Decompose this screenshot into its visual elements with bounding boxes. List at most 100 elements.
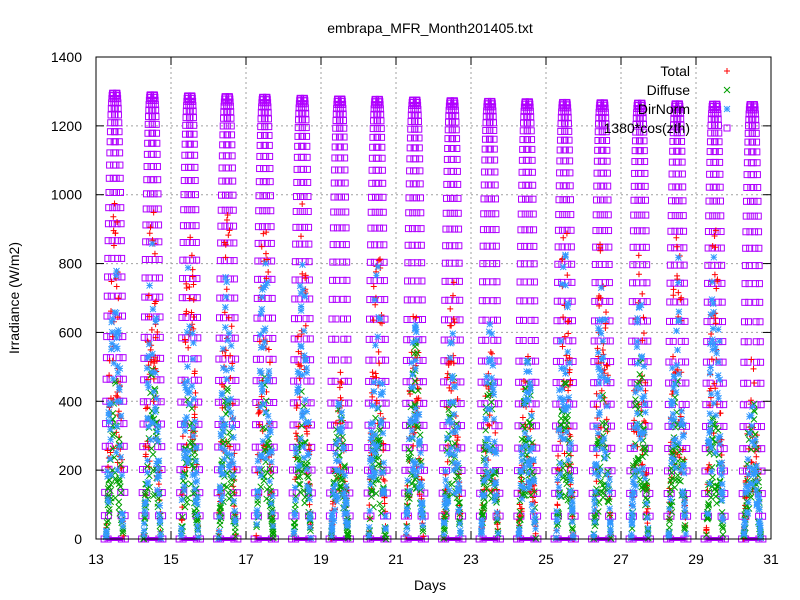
clear-sky-point xyxy=(590,358,598,366)
data-point xyxy=(298,422,306,429)
clear-sky-point xyxy=(214,398,222,406)
clear-sky-point xyxy=(268,275,276,283)
clear-sky-point xyxy=(601,104,609,112)
data-point xyxy=(267,472,275,480)
data-point xyxy=(488,398,495,406)
clear-sky-point xyxy=(266,399,274,407)
data-point xyxy=(707,385,714,392)
data-point xyxy=(556,470,564,478)
clear-sky-point xyxy=(749,159,757,167)
clear-sky-point xyxy=(603,137,611,145)
data-point xyxy=(519,414,526,421)
clear-sky-point xyxy=(641,182,649,190)
data-point xyxy=(106,372,113,379)
data-point xyxy=(449,375,456,383)
clear-sky-point xyxy=(558,243,566,251)
data-point xyxy=(410,313,417,320)
clear-sky-point xyxy=(488,242,496,250)
clear-sky-point xyxy=(564,104,572,112)
clear-sky-point xyxy=(523,113,531,121)
data-point xyxy=(191,414,198,421)
clear-sky-point xyxy=(752,298,760,306)
clear-sky-point xyxy=(442,209,450,217)
clear-sky-point xyxy=(481,145,489,153)
clear-sky-point xyxy=(417,209,425,217)
data-point xyxy=(532,535,540,542)
data-point xyxy=(595,379,603,387)
clear-sky-point xyxy=(193,275,201,283)
data-point xyxy=(224,408,232,415)
clear-sky-point xyxy=(639,279,647,287)
clear-sky-point xyxy=(601,108,609,116)
clear-sky-point xyxy=(486,135,494,143)
clear-sky-point xyxy=(263,223,271,231)
clear-sky-point xyxy=(332,315,340,323)
clear-sky-point xyxy=(525,210,533,218)
data-point xyxy=(268,506,276,514)
clear-sky-point xyxy=(299,153,307,161)
clear-sky-point xyxy=(415,125,423,133)
data-point xyxy=(222,366,230,374)
data-point xyxy=(103,527,110,535)
data-point xyxy=(524,353,531,360)
data-point xyxy=(442,504,450,512)
clear-sky-point xyxy=(411,144,419,152)
clear-sky-point xyxy=(753,423,761,431)
clear-sky-point xyxy=(329,241,337,249)
data-point xyxy=(483,373,490,380)
data-point xyxy=(291,484,299,491)
data-point xyxy=(263,433,271,441)
data-point xyxy=(184,264,192,272)
clear-sky-point xyxy=(231,334,239,342)
clear-sky-point xyxy=(564,108,572,116)
clear-sky-point xyxy=(340,356,348,364)
clear-sky-point xyxy=(332,124,340,132)
data-point xyxy=(478,508,486,516)
data-point xyxy=(403,510,411,518)
data-point xyxy=(557,337,565,345)
clear-sky-point xyxy=(600,211,608,219)
clear-sky-point xyxy=(518,195,526,203)
clear-sky-point xyxy=(343,295,351,303)
data-point xyxy=(106,506,113,513)
clear-sky-point xyxy=(260,103,268,111)
clear-sky-point xyxy=(495,422,503,430)
data-point xyxy=(490,391,498,398)
clear-sky-point xyxy=(452,118,460,126)
data-point xyxy=(226,227,233,234)
clear-sky-point xyxy=(367,224,375,232)
clear-sky-point xyxy=(419,356,427,364)
clear-sky-point xyxy=(526,107,534,115)
clear-sky-point xyxy=(477,422,485,430)
data-point xyxy=(593,390,600,397)
clear-sky-point xyxy=(300,193,308,201)
data-point xyxy=(292,496,299,504)
data-point xyxy=(104,447,111,454)
clear-sky-point xyxy=(740,358,748,366)
data-point xyxy=(297,303,305,310)
clear-sky-point xyxy=(681,337,689,345)
clear-sky-point xyxy=(412,180,420,188)
clear-sky-point xyxy=(290,377,298,385)
clear-sky-point xyxy=(262,165,270,173)
clear-sky-point xyxy=(110,95,118,103)
clear-sky-point xyxy=(642,243,650,251)
clear-sky-point xyxy=(481,135,489,143)
data-point xyxy=(365,531,373,538)
data-point xyxy=(113,345,121,353)
clear-sky-point xyxy=(328,315,336,323)
clear-sky-point xyxy=(255,178,263,186)
data-point xyxy=(256,409,263,416)
data-point xyxy=(111,494,119,502)
data-point xyxy=(114,218,121,225)
clear-sky-point xyxy=(225,206,233,214)
clear-sky-point xyxy=(483,226,491,234)
data-point xyxy=(111,200,118,207)
clear-sky-point xyxy=(110,99,118,107)
clear-sky-point xyxy=(743,183,751,191)
clear-sky-point xyxy=(682,358,690,366)
clear-sky-point xyxy=(406,378,414,386)
clear-sky-point xyxy=(751,262,759,270)
clear-sky-point xyxy=(449,167,457,175)
